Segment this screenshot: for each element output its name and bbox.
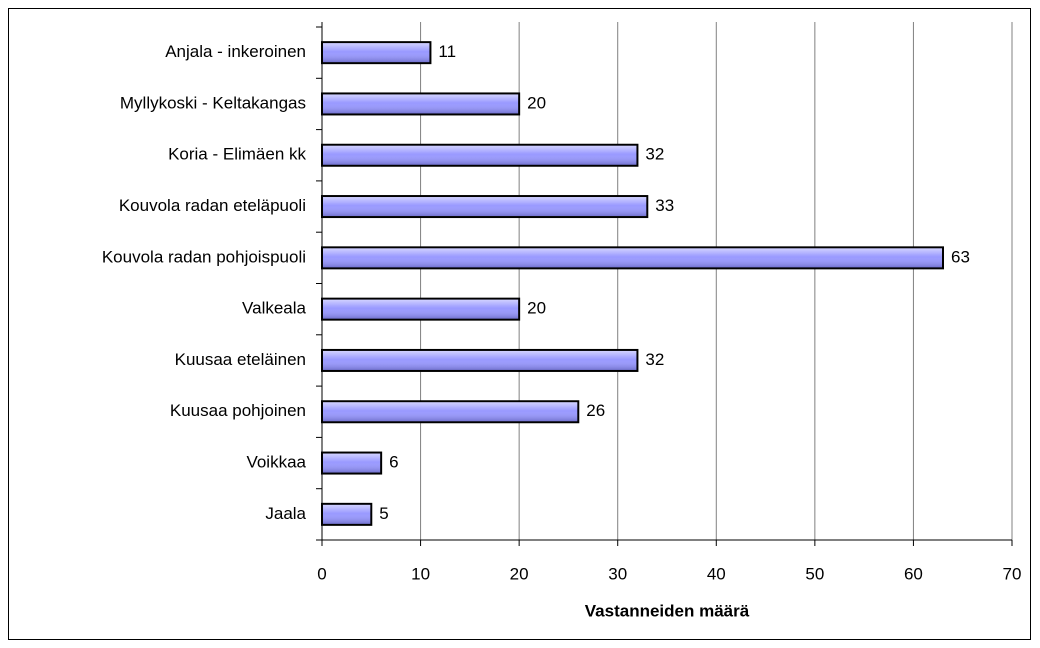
x-axis-label: Vastanneiden määrä — [585, 601, 750, 620]
y-tick-label: Myllykoski - Keltakangas — [120, 93, 306, 112]
bar-shade — [323, 402, 578, 422]
y-tick-label: Jaala — [265, 504, 306, 523]
y-tick-label: Koria - Elimäen kk — [168, 145, 306, 164]
data-label: 32 — [645, 145, 664, 164]
data-label: 26 — [586, 401, 605, 420]
bar-shade — [323, 504, 371, 524]
y-tick-label: Kuusaa pohjoinen — [170, 401, 306, 420]
data-label: 6 — [389, 453, 398, 472]
y-tick-label: Kouvola radan pohjoispuoli — [102, 247, 306, 266]
bar-shade — [323, 299, 519, 319]
bar-shade — [323, 94, 519, 114]
data-label: 5 — [379, 504, 388, 523]
y-tick-label: Valkeala — [242, 299, 306, 318]
data-label: 11 — [438, 42, 456, 61]
y-tick-label: Kouvola radan eteläpuoli — [119, 196, 306, 215]
bar-shade — [323, 145, 637, 165]
data-label: 33 — [655, 196, 674, 215]
bar-shade — [323, 43, 430, 63]
y-tick-label: Anjala - inkeroinen — [165, 42, 306, 61]
x-tick-label: 0 — [317, 564, 326, 583]
x-tick-label: 60 — [904, 564, 923, 583]
x-tick-label: 20 — [510, 564, 529, 583]
x-tick-label: 70 — [1003, 564, 1022, 583]
bar-shade — [323, 350, 637, 370]
data-label: 32 — [645, 350, 664, 369]
x-tick-label: 30 — [608, 564, 627, 583]
y-tick-label: Kuusaa eteläinen — [175, 350, 306, 369]
x-tick-label: 10 — [411, 564, 430, 583]
x-tick-label: 40 — [707, 564, 726, 583]
data-label: 63 — [951, 247, 970, 266]
data-label: 20 — [527, 93, 546, 112]
y-tick-label: Voikkaa — [246, 453, 306, 472]
bar-shade — [323, 248, 942, 268]
bar-shade — [323, 197, 647, 217]
data-label: 20 — [527, 299, 546, 318]
bar-shade — [323, 453, 381, 473]
x-tick-label: 50 — [805, 564, 824, 583]
